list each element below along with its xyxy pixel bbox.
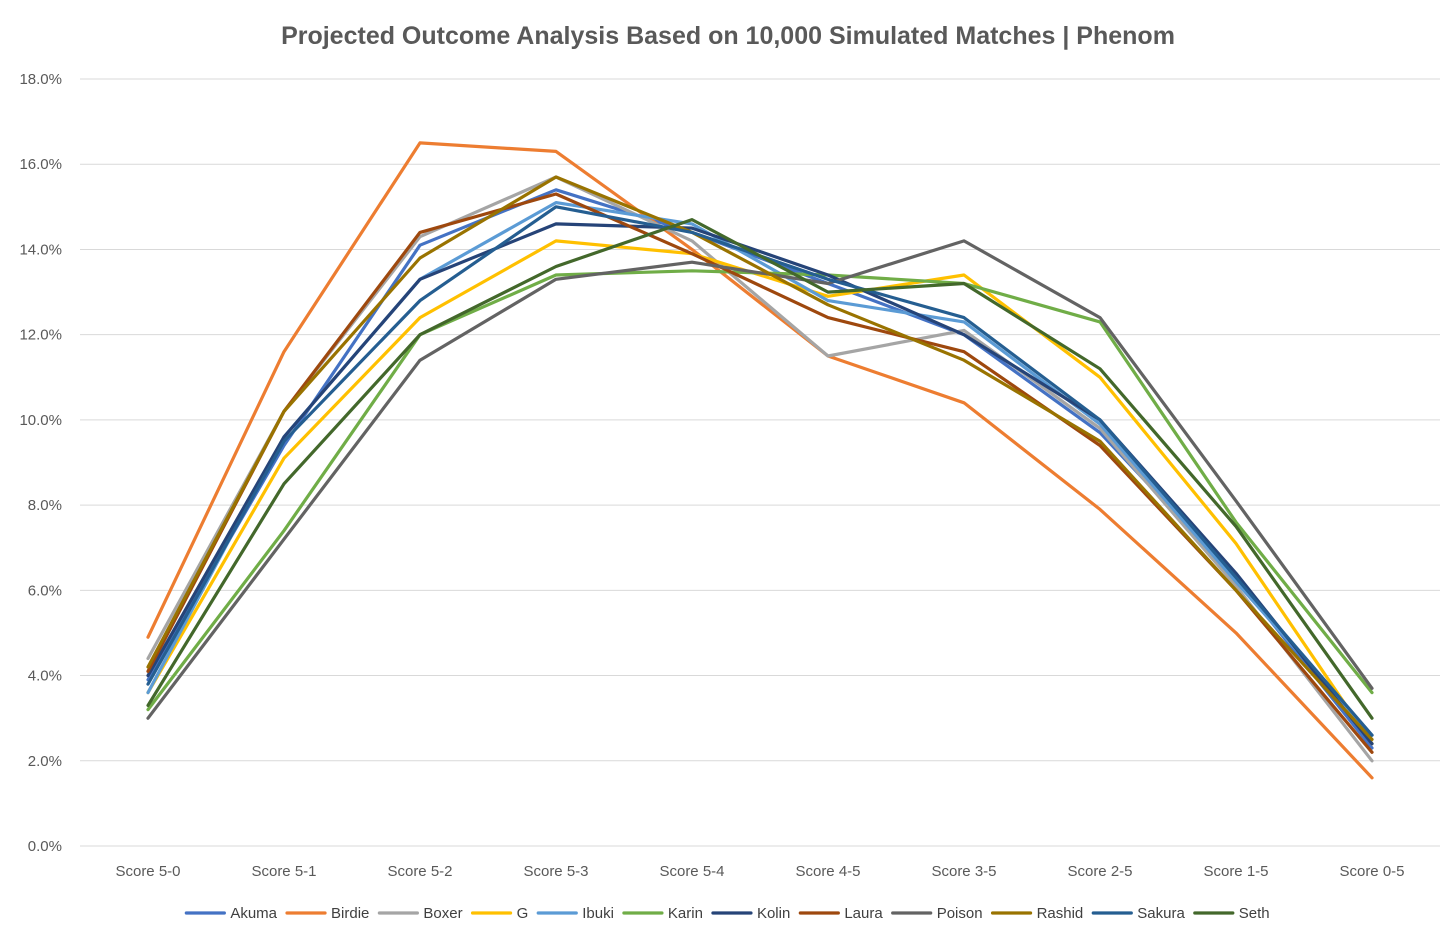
legend-label-akuma: Akuma bbox=[230, 905, 277, 922]
legend-label-rashid: Rashid bbox=[1037, 905, 1084, 922]
x-tick-label: Score 2-5 bbox=[1067, 863, 1132, 880]
legend-label-sakura: Sakura bbox=[1137, 905, 1185, 922]
y-tick-label: 0.0% bbox=[28, 838, 62, 855]
x-tick-label: Score 5-1 bbox=[251, 863, 316, 880]
series-lines bbox=[146, 141, 1374, 780]
gridlines bbox=[80, 78, 1440, 847]
y-axis: 0.0% 2.0% 4.0% 6.0% 8.0% 10.0% 12.0% 14.0% 16.0%… bbox=[19, 71, 62, 855]
chart-title: Projected Outcome Analysis Based on 10,0… bbox=[281, 22, 1175, 50]
legend: Akuma Birdie Boxer G Ibuki Karin Kolin Laura Poi… bbox=[184, 905, 1270, 922]
legend-label-poison: Poison bbox=[937, 905, 983, 922]
y-tick-label: 14.0% bbox=[19, 241, 62, 258]
y-tick-label: 4.0% bbox=[28, 668, 62, 685]
legend-label-g: G bbox=[517, 905, 529, 922]
y-tick-label: 6.0% bbox=[28, 582, 62, 599]
series-line-rashid bbox=[146, 175, 1374, 742]
series-line-birdie bbox=[146, 141, 1374, 780]
x-tick-label: Score 5-2 bbox=[387, 863, 452, 880]
x-tick-label: Score 1-5 bbox=[1203, 863, 1268, 880]
y-tick-label: 2.0% bbox=[28, 753, 62, 770]
x-tick-label: Score 0-5 bbox=[1339, 863, 1404, 880]
legend-label-kolin: Kolin bbox=[757, 905, 790, 922]
y-tick-label: 16.0% bbox=[19, 156, 62, 173]
y-tick-label: 18.0% bbox=[19, 71, 62, 88]
x-tick-label: Score 3-5 bbox=[931, 863, 996, 880]
legend-label-seth: Seth bbox=[1239, 905, 1270, 922]
legend-label-boxer: Boxer bbox=[423, 905, 462, 922]
x-tick-label: Score 4-5 bbox=[795, 863, 860, 880]
legend-label-laura: Laura bbox=[844, 905, 883, 922]
series-line-g bbox=[146, 239, 1374, 746]
y-tick-label: 10.0% bbox=[19, 412, 62, 429]
x-axis: Score 5-0 Score 5-1 Score 5-2 Score 5-3 Scor… bbox=[115, 863, 1404, 880]
legend-label-karin: Karin bbox=[668, 905, 703, 922]
series-line-seth bbox=[146, 218, 1374, 720]
legend-label-ibuki: Ibuki bbox=[582, 905, 614, 922]
series-line-poison bbox=[146, 239, 1374, 720]
x-tick-label: Score 5-4 bbox=[659, 863, 724, 880]
series-line-karin bbox=[146, 269, 1374, 712]
x-tick-label: Score 5-3 bbox=[523, 863, 588, 880]
y-tick-label: 12.0% bbox=[19, 327, 62, 344]
x-tick-label: Score 5-0 bbox=[115, 863, 180, 880]
legend-label-birdie: Birdie bbox=[331, 905, 369, 922]
y-tick-label: 8.0% bbox=[28, 497, 62, 514]
